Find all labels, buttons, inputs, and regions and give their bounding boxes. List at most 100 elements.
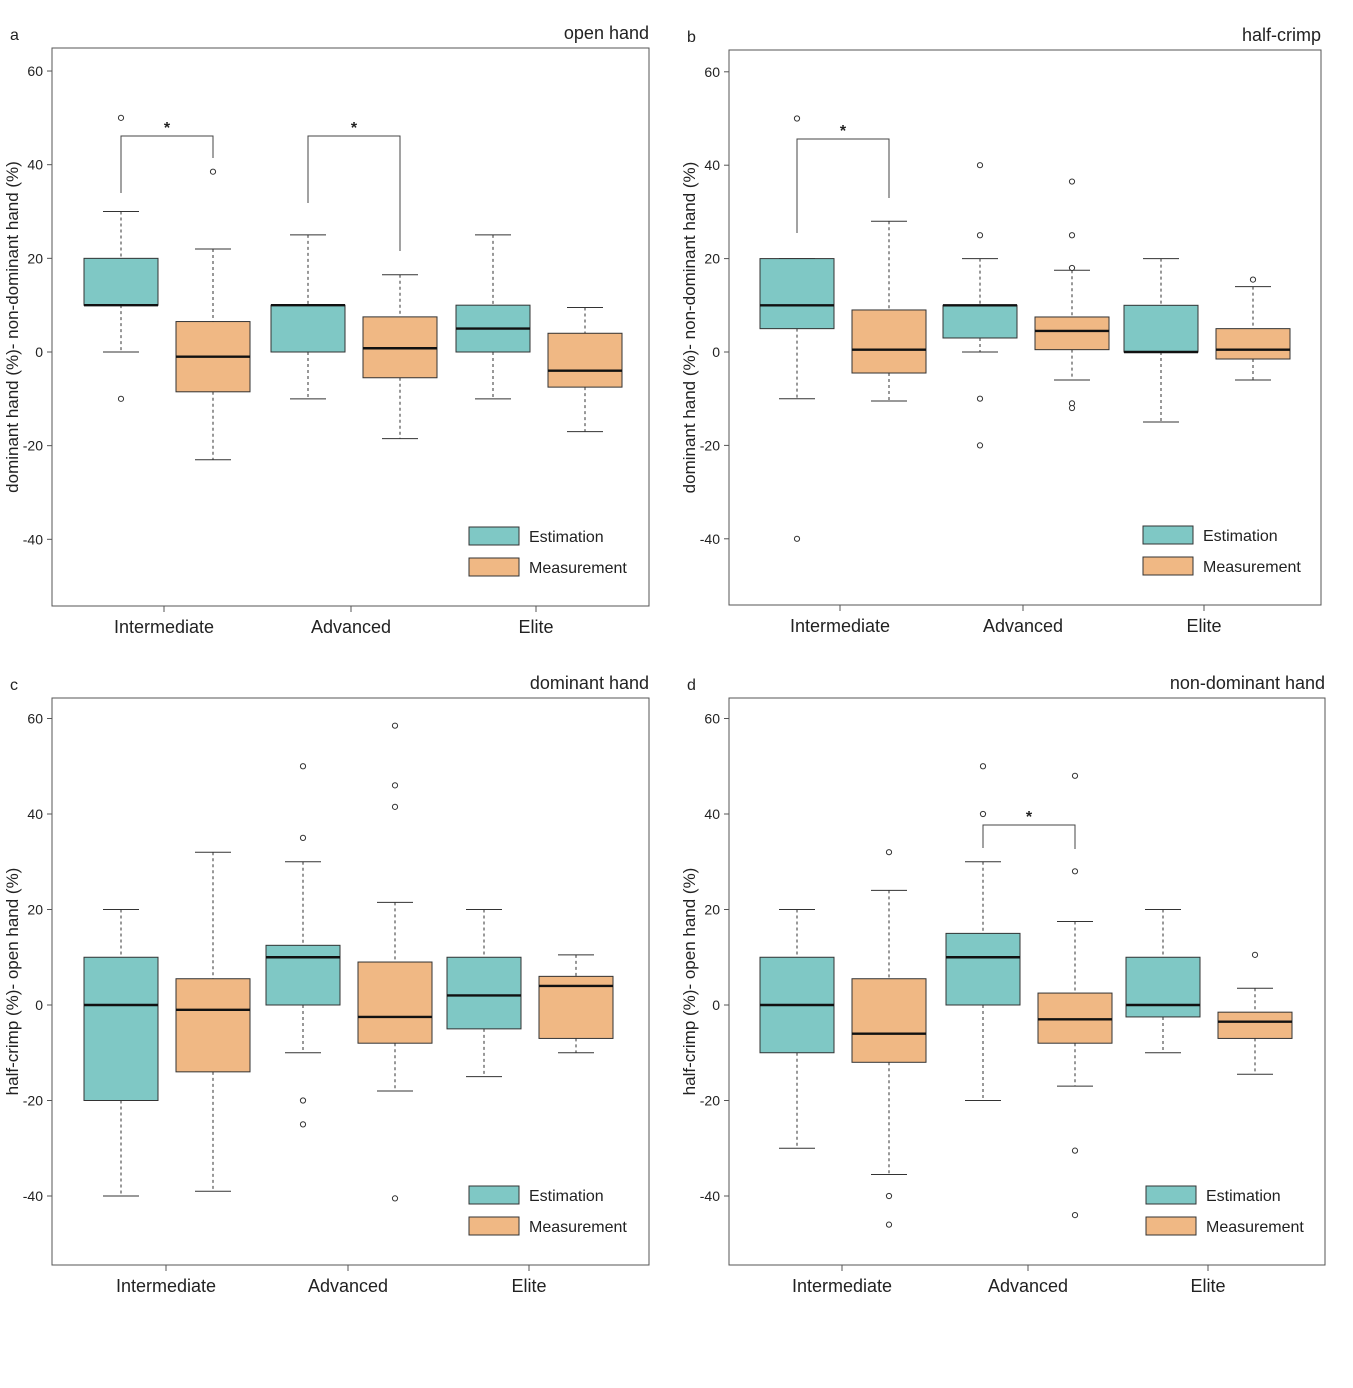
box-intermediate [851, 849, 927, 1228]
outlier-point [1071, 772, 1079, 779]
y-axis-label: dominant hand (%)- non-dominant hand (%) [680, 162, 699, 494]
iqr-box [175, 978, 251, 1073]
significance-label: * [351, 120, 358, 137]
box-elite [547, 307, 623, 433]
outlier-point [885, 1221, 893, 1228]
outlier-point [209, 168, 217, 175]
iqr-box [547, 332, 623, 388]
outlier-point [979, 763, 987, 770]
box-advanced [270, 234, 346, 400]
bracket-line [307, 135, 401, 251]
y-tick-label: 20 [27, 250, 43, 266]
outlier-point [299, 834, 307, 841]
panel-letter: c [10, 677, 18, 694]
panel-letter: b [687, 29, 696, 46]
series-measurement [851, 772, 1293, 1228]
outlier-point [1249, 276, 1257, 283]
series-measurement [851, 178, 1291, 412]
panel-title: half-crimp [1242, 25, 1321, 45]
bracket-line [796, 138, 890, 233]
outlier-point [299, 1121, 307, 1128]
panel-letter: d [687, 677, 696, 694]
box-elite [446, 909, 522, 1078]
outlier-point [885, 849, 893, 856]
iqr-box [1125, 956, 1201, 1018]
x-tick-label: Intermediate [790, 616, 890, 636]
box-elite [1215, 276, 1291, 381]
outlier-point [299, 763, 307, 770]
y-tick-label: 20 [704, 902, 720, 918]
bracket-line [982, 824, 1076, 849]
iqr-box [83, 956, 159, 1101]
legend: Estimation Measurement [1142, 525, 1301, 576]
y-tick-label: 40 [704, 806, 720, 822]
legend-swatch-estimation [1142, 525, 1194, 545]
series-estimation [83, 114, 531, 402]
y-tick-label: -20 [23, 438, 43, 454]
panel-c: c dominant hand half-crimp (%)- open hand … [3, 673, 650, 1296]
box-elite [1125, 909, 1201, 1054]
y-tick-label: 0 [712, 997, 720, 1013]
y-tick-label: 40 [27, 806, 43, 822]
bracket-line [120, 135, 214, 193]
legend: Estimation Measurement [468, 1185, 627, 1236]
y-tick-label: -40 [23, 1188, 43, 1204]
panel-title: open hand [564, 23, 649, 43]
y-tick-label: 60 [27, 711, 43, 727]
y-tick-label: -40 [700, 1188, 720, 1204]
y-tick-label: -20 [700, 437, 720, 453]
iqr-box [851, 309, 927, 374]
x-tick-label: Elite [1190, 1276, 1225, 1296]
significance-label: * [1026, 809, 1033, 826]
y-tick-label: 60 [27, 63, 43, 79]
series-measurement [175, 168, 623, 461]
x-tick-label: Elite [511, 1276, 546, 1296]
outlier-point [1251, 951, 1259, 958]
y-tick-label: -20 [700, 1093, 720, 1109]
x-tick-label: Advanced [311, 617, 391, 637]
y-tick-label: -40 [23, 531, 43, 547]
iqr-box [942, 304, 1018, 339]
box-advanced [945, 763, 1021, 1101]
legend-label-measurement: Measurement [1206, 1219, 1304, 1236]
panel-title: dominant hand [530, 673, 649, 693]
iqr-box [83, 257, 159, 306]
y-tick-label: 0 [35, 344, 43, 360]
panel-a: a open hand dominant hand (%)- non-dominan… [3, 23, 650, 637]
box-intermediate [759, 115, 835, 542]
legend: Estimation Measurement [468, 526, 627, 577]
outlier-point [793, 535, 801, 542]
y-tick-label: 0 [35, 997, 43, 1013]
significance-bracket: * [796, 123, 890, 233]
series-estimation [83, 763, 522, 1197]
box-elite [1123, 258, 1199, 423]
box-intermediate [83, 909, 159, 1197]
y-tick-label: 20 [27, 902, 43, 918]
iqr-box [945, 932, 1021, 1006]
legend-swatch-measurement [1142, 556, 1194, 576]
outlier-point [117, 114, 125, 121]
significance-bracket: * [120, 120, 214, 193]
iqr-box [357, 961, 433, 1044]
box-advanced [1034, 178, 1110, 412]
legend-label-measurement: Measurement [1203, 559, 1301, 576]
significance-bracket: * [307, 120, 401, 251]
box-intermediate [175, 168, 251, 461]
panel-title: non-dominant hand [1170, 673, 1325, 693]
outlier-point [391, 803, 399, 810]
panel-d: d non-dominant hand half-crimp (%)- open h… [680, 673, 1326, 1296]
box-advanced [1037, 772, 1113, 1219]
iqr-box [1217, 1011, 1293, 1039]
outlier-point [1071, 1147, 1079, 1154]
outlier-point [979, 810, 987, 818]
outlier-point [885, 1192, 893, 1200]
legend-label-estimation: Estimation [529, 529, 604, 546]
outlier-point [976, 232, 984, 239]
legend-swatch-measurement [468, 557, 520, 577]
iqr-box [1123, 304, 1199, 353]
y-tick-label: 40 [704, 157, 720, 173]
iqr-box [1034, 316, 1110, 351]
plot-frame [51, 697, 650, 1266]
iqr-box [265, 944, 341, 1006]
